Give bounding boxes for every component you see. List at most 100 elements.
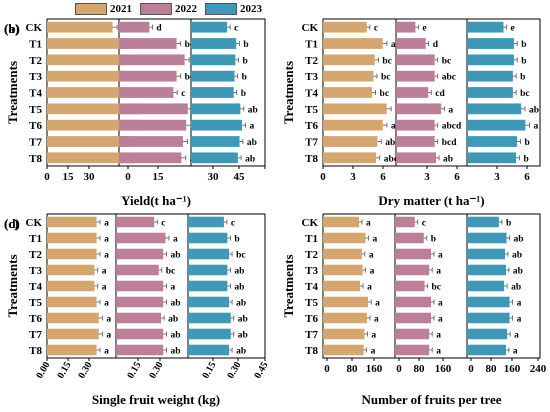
category-label: T5 — [305, 297, 318, 309]
significance-letter: bc — [380, 89, 390, 99]
significance-letter: a — [102, 267, 107, 277]
significance-letter: ab — [133, 56, 143, 66]
bar-2023-T6 — [191, 119, 242, 131]
x-axis-label: Yield(t ha⁻¹) — [121, 193, 191, 208]
bar-2022-T2 — [395, 248, 431, 260]
bar-2021-T6 — [323, 119, 383, 131]
bar-2021-T8 — [47, 344, 97, 356]
significance-letter: a — [152, 105, 157, 115]
bar-2021-T4 — [323, 87, 373, 98]
bar-2023-T4 — [191, 87, 234, 98]
bar-2023-T3 — [467, 70, 513, 82]
significance-letter: ab — [236, 347, 246, 357]
significance-letter: bcd — [442, 138, 458, 148]
chart-panel-1: (b)TreatmentsCKT1T2T3T4T5T6T7T8cabcbcbcb… — [4, 18, 541, 208]
significance-letter: ab — [512, 251, 522, 261]
significance-letter: b — [121, 24, 126, 34]
bar-2022-T5 — [119, 103, 188, 115]
bar-2021-T2 — [47, 54, 124, 66]
significance-letter: ab — [131, 89, 141, 99]
bar-2021-T3 — [323, 264, 363, 276]
legend-item-2022: 2022 — [140, 3, 197, 15]
category-label: T4 — [29, 88, 42, 100]
significance-letter: ab — [236, 299, 246, 309]
bar-2022-T2 — [119, 54, 185, 66]
x-tick-label: 30 — [208, 171, 220, 183]
x-tick-label: 0 — [125, 171, 131, 183]
significance-letter: ab — [171, 347, 181, 357]
bar-2022-T8 — [396, 152, 437, 164]
bar-2023-T3 — [188, 264, 228, 276]
significance-letter: abc — [391, 40, 405, 50]
significance-letter: a — [104, 299, 109, 309]
legend-swatch-2023 — [205, 3, 237, 15]
x-tick-label: 45 — [234, 171, 246, 183]
significance-letter: a — [438, 315, 443, 325]
significance-letter: a — [371, 347, 376, 357]
significance-letter: a — [106, 331, 111, 341]
x-axis-label: Dry matter (t ha⁻¹) — [378, 193, 484, 208]
significance-letter: b — [521, 56, 526, 66]
bar-2022-T7 — [116, 328, 164, 340]
x-tick-label: 0 — [320, 171, 326, 183]
bar-2021-T5 — [47, 103, 142, 115]
significance-letter: a — [104, 251, 109, 261]
category-label: T8 — [29, 345, 42, 357]
bar-2021-T5 — [323, 103, 387, 115]
category-label: T2 — [29, 249, 42, 261]
significance-letter: abc — [385, 138, 399, 148]
bar-2022-T5 — [116, 296, 164, 308]
bar-2023-T7 — [191, 136, 240, 147]
category-label: T5 — [305, 104, 318, 116]
bar-2023-T5 — [191, 103, 241, 115]
significance-letter: a — [374, 315, 379, 325]
category-label: T6 — [305, 120, 318, 132]
bar-2023-T1 — [467, 232, 507, 244]
significance-letter: c — [234, 24, 238, 34]
significance-letter: a — [436, 331, 441, 341]
category-label: T1 — [305, 233, 318, 245]
bar-2023-T8 — [191, 152, 238, 164]
bar-2022-T4 — [119, 87, 174, 98]
legend-swatch-2021 — [75, 3, 107, 15]
significance-letter: bc — [520, 89, 530, 99]
category-label: T4 — [305, 281, 318, 293]
x-tick-label: 0.30 — [225, 360, 243, 381]
category-label: T7 — [29, 329, 42, 341]
bar-2021-T7 — [47, 136, 134, 147]
significance-letter: c — [181, 89, 185, 99]
x-axis-label: Single fruit weight (kg) — [92, 392, 220, 407]
significance-letter: abcd — [442, 122, 462, 132]
x-tick-label: 0.15 — [200, 360, 218, 381]
significance-letter: c — [422, 219, 426, 229]
significance-letter: a — [104, 235, 109, 245]
bar-2022-T1 — [396, 38, 426, 49]
bar-2022-T7 — [395, 328, 430, 340]
significance-letter: ab — [529, 105, 539, 115]
panel-frame — [322, 18, 541, 167]
category-label: T1 — [305, 39, 318, 51]
x-tick-label: 240 — [530, 363, 547, 375]
panel-label: (d) — [4, 216, 20, 231]
bar-2023-T8 — [467, 152, 517, 164]
panel-frame — [322, 213, 541, 359]
significance-letter: b — [520, 73, 525, 83]
bar-2022-T7 — [396, 136, 435, 147]
x-tick-label: 15 — [63, 171, 75, 183]
bar-2023-T2 — [191, 54, 236, 66]
panel-label: (b) — [4, 21, 20, 36]
bar-2022-T1 — [119, 38, 177, 49]
bar-2023-CK — [188, 216, 224, 228]
significance-letter: bc — [381, 73, 391, 83]
significance-letter: b — [242, 73, 247, 83]
x-tick-label: 0 — [396, 363, 402, 375]
significance-letter: bc — [432, 283, 442, 293]
significance-letter: ab — [234, 283, 244, 293]
bar-2022-T6 — [395, 312, 431, 324]
category-label: T8 — [305, 153, 318, 165]
bar-2022-T4 — [116, 280, 164, 292]
x-tick-label: 0 — [324, 363, 330, 375]
bar-2023-T5 — [188, 296, 230, 308]
bar-2021-T6 — [323, 312, 367, 324]
